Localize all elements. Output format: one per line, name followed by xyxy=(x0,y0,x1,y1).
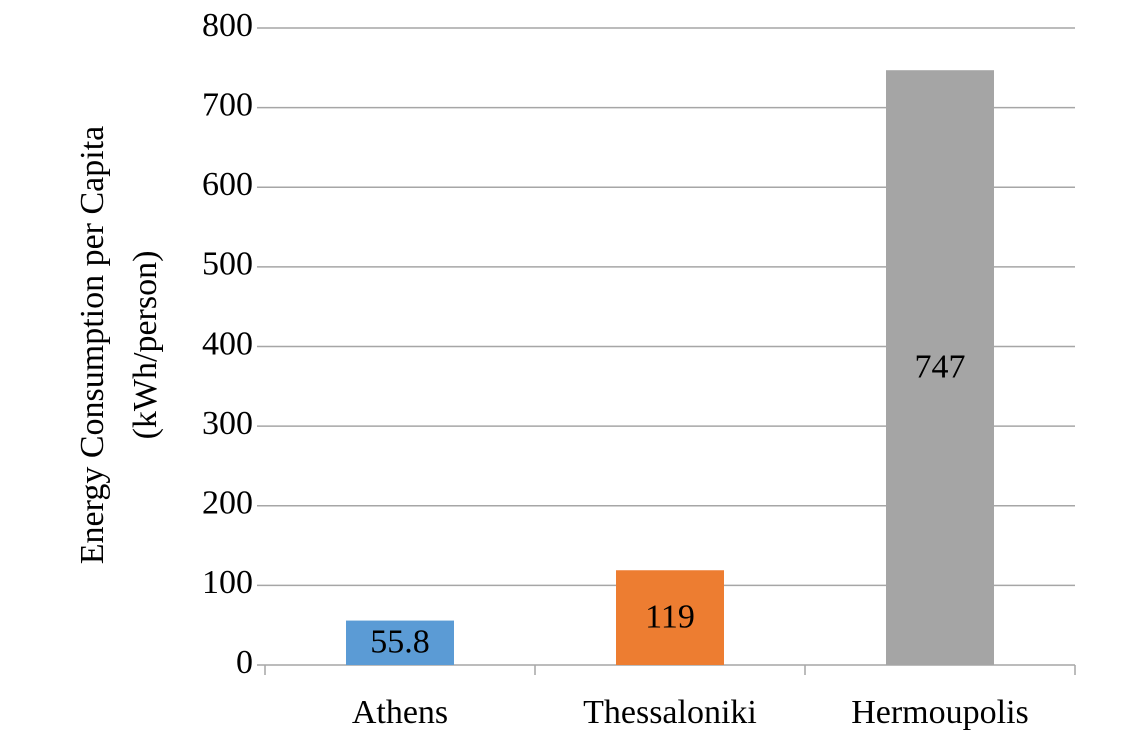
y-tick-label: 0 xyxy=(236,644,253,681)
y-axis-title-line: Energy Consumption per Capita xyxy=(74,126,111,564)
y-tick-label: 100 xyxy=(202,564,253,601)
bar xyxy=(886,70,994,666)
data-label: 119 xyxy=(645,598,695,635)
y-axis-title: Energy Consumption per Capita (kWh/perso… xyxy=(74,126,164,564)
data-label: 747 xyxy=(915,348,966,385)
x-tick-label: Hermoupolis xyxy=(851,694,1029,731)
bar xyxy=(346,620,454,665)
y-axis-title-line: (kWh/person) xyxy=(127,251,164,440)
y-tick-label: 700 xyxy=(202,86,253,123)
y-tick-label: 400 xyxy=(202,325,253,362)
y-tick-label: 500 xyxy=(202,246,253,283)
y-tick-label: 800 xyxy=(202,7,253,44)
bar xyxy=(616,570,724,665)
x-tick-label: Thessaloniki xyxy=(583,694,757,731)
x-tick-label: Athens xyxy=(352,694,448,731)
y-tick-label: 300 xyxy=(202,405,253,442)
y-tick-label: 200 xyxy=(202,485,253,522)
y-tick-label: 600 xyxy=(202,166,253,203)
data-label: 55.8 xyxy=(370,624,430,661)
